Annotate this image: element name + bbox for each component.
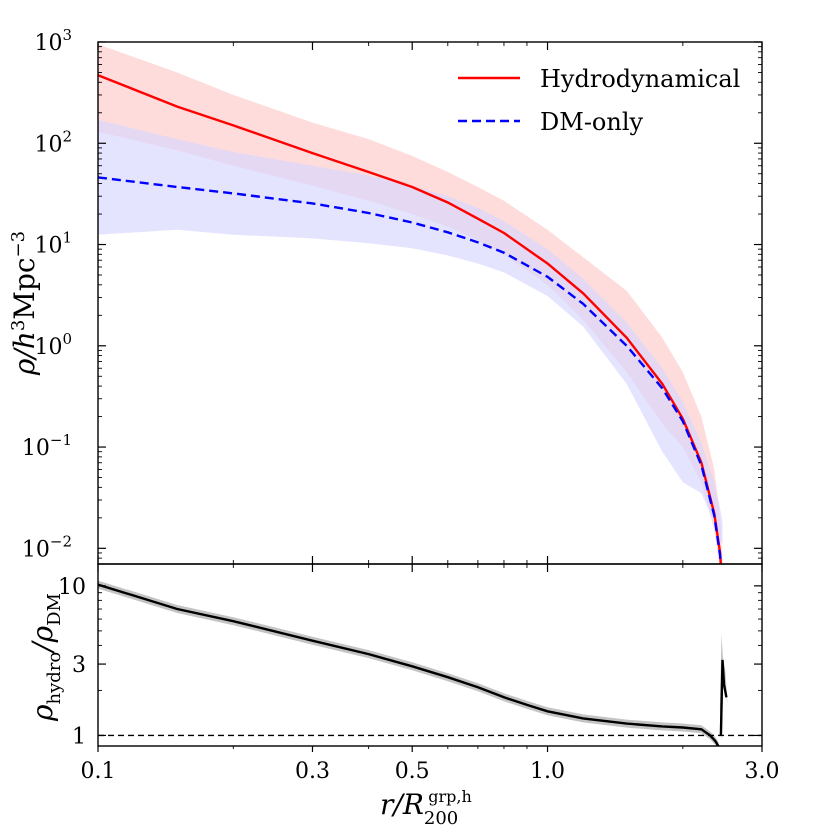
bottom-y-axis-label: ρhydro/ρDM (26, 593, 65, 722)
top-y-tick-base: 10 (34, 132, 62, 157)
top-y-tick-exponent: 2 (62, 127, 72, 145)
legend-dm-label: DM-only (540, 108, 644, 136)
legend-hydro-label: Hydrodynamical (540, 65, 740, 93)
x-tick-label: 3.0 (745, 759, 780, 784)
top-y-tick-base: 10 (34, 234, 62, 259)
x-tick-label: 1.0 (530, 759, 565, 784)
top-y-tick-base: 10 (34, 31, 62, 56)
x-axis-label: r/R200grp,h (380, 787, 472, 829)
dm-scatter-band (98, 119, 723, 545)
x-tick-label: 0.1 (81, 759, 116, 784)
top-y-tick-label: 101 (34, 229, 72, 259)
bottom-panel-frame (97, 563, 763, 747)
dm-only-line (98, 176, 722, 564)
top-y-tick-label: 10−2 (22, 532, 72, 562)
top-y-tick-exponent: −2 (50, 532, 72, 550)
bottom-y-tick-label: 3 (72, 653, 86, 678)
top-y-tick-exponent: 3 (62, 26, 72, 44)
top-y-tick-base: 10 (22, 436, 50, 461)
ratio-uncertainty-band (98, 580, 719, 746)
legend: Hydrodynamical DM-only (458, 65, 740, 136)
ratio-tail-line (719, 659, 728, 736)
bottom-y-tick-label: 10 (58, 575, 86, 600)
top-y-tick-base: 10 (34, 335, 62, 360)
top-y-tick-exponent: −1 (50, 431, 72, 449)
top-y-tick-label: 102 (34, 127, 72, 157)
top-y-tick-exponent: 1 (62, 229, 72, 247)
top-y-tick-label: 103 (34, 26, 72, 56)
top-y-tick-label: 10−1 (22, 431, 72, 461)
top-y-tick-exponent: 0 (62, 330, 72, 348)
top-y-tick-base: 10 (22, 537, 50, 562)
top-y-tick-label: 100 (34, 330, 72, 360)
ratio-panel: 10 3 1 0.1 0.3 0.5 1.0 3.0 ρhydro/ρDM r/R200grp… (26, 563, 780, 829)
ratio-line (98, 583, 720, 746)
bottom-y-tick-label: 1 (72, 724, 86, 749)
x-tick-label: 0.5 (395, 759, 430, 784)
x-tick-label: 0.3 (295, 759, 330, 784)
